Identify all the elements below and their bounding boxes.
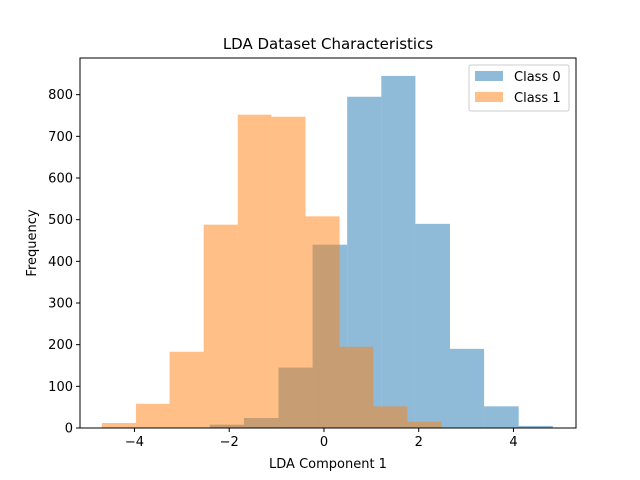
- x-tick-label: −4: [125, 435, 144, 450]
- bar-class1-bin4: [237, 114, 272, 429]
- bar-class1-bin2: [169, 351, 204, 428]
- y-tick-label: 700: [48, 130, 73, 145]
- chart-title: LDA Dataset Characteristics: [223, 35, 434, 53]
- bar-class1-bin5: [271, 116, 306, 428]
- y-tick-label: 800: [48, 88, 73, 103]
- bar-class1-bin3: [203, 224, 238, 428]
- bar-class1-bin1: [135, 403, 170, 428]
- bar-class1-bin7: [339, 346, 374, 428]
- legend-swatch-class1: [475, 92, 503, 102]
- plot-frame: [79, 57, 577, 429]
- bar-class0-bin6: [415, 223, 450, 428]
- x-axis-label: LDA Component 1: [269, 457, 387, 472]
- y-tick-label: 300: [48, 297, 73, 312]
- legend-label-class1: Class 1: [514, 91, 561, 106]
- y-tick-label: 600: [48, 172, 73, 187]
- bar-class0-bin7: [449, 348, 485, 428]
- legend-swatch-class0: [475, 71, 503, 81]
- x-tick-label: 2: [415, 435, 423, 450]
- legend-label-class0: Class 0: [514, 70, 561, 85]
- bar-class1-bin8: [373, 406, 408, 428]
- legend: Class 0 Class 1: [468, 64, 570, 112]
- y-axis-ticks: 0 100 200 300 400 500 600 700 800: [48, 88, 80, 437]
- y-tick-label: 100: [48, 380, 73, 395]
- x-tick-label: 4: [509, 435, 517, 450]
- y-tick-label: 200: [48, 338, 73, 353]
- bar-class1-bin6: [305, 216, 340, 428]
- bar-class1-bin0: [101, 423, 136, 428]
- bar-class0-bin9: [518, 425, 553, 428]
- bar-class1-bin9: [407, 421, 442, 428]
- bar-class0-bin5: [381, 75, 416, 429]
- bar-class0-bin8: [484, 406, 519, 428]
- x-tick-label: 0: [320, 435, 328, 450]
- x-axis-ticks: −4 −2 0 2 4: [125, 428, 518, 450]
- bars-layer: [101, 75, 553, 429]
- y-axis-label: Frequency: [25, 209, 40, 276]
- x-tick-label: −2: [220, 435, 239, 450]
- y-tick-label: 500: [48, 213, 73, 228]
- y-tick-label: 400: [48, 255, 73, 270]
- y-tick-label: 0: [65, 422, 73, 437]
